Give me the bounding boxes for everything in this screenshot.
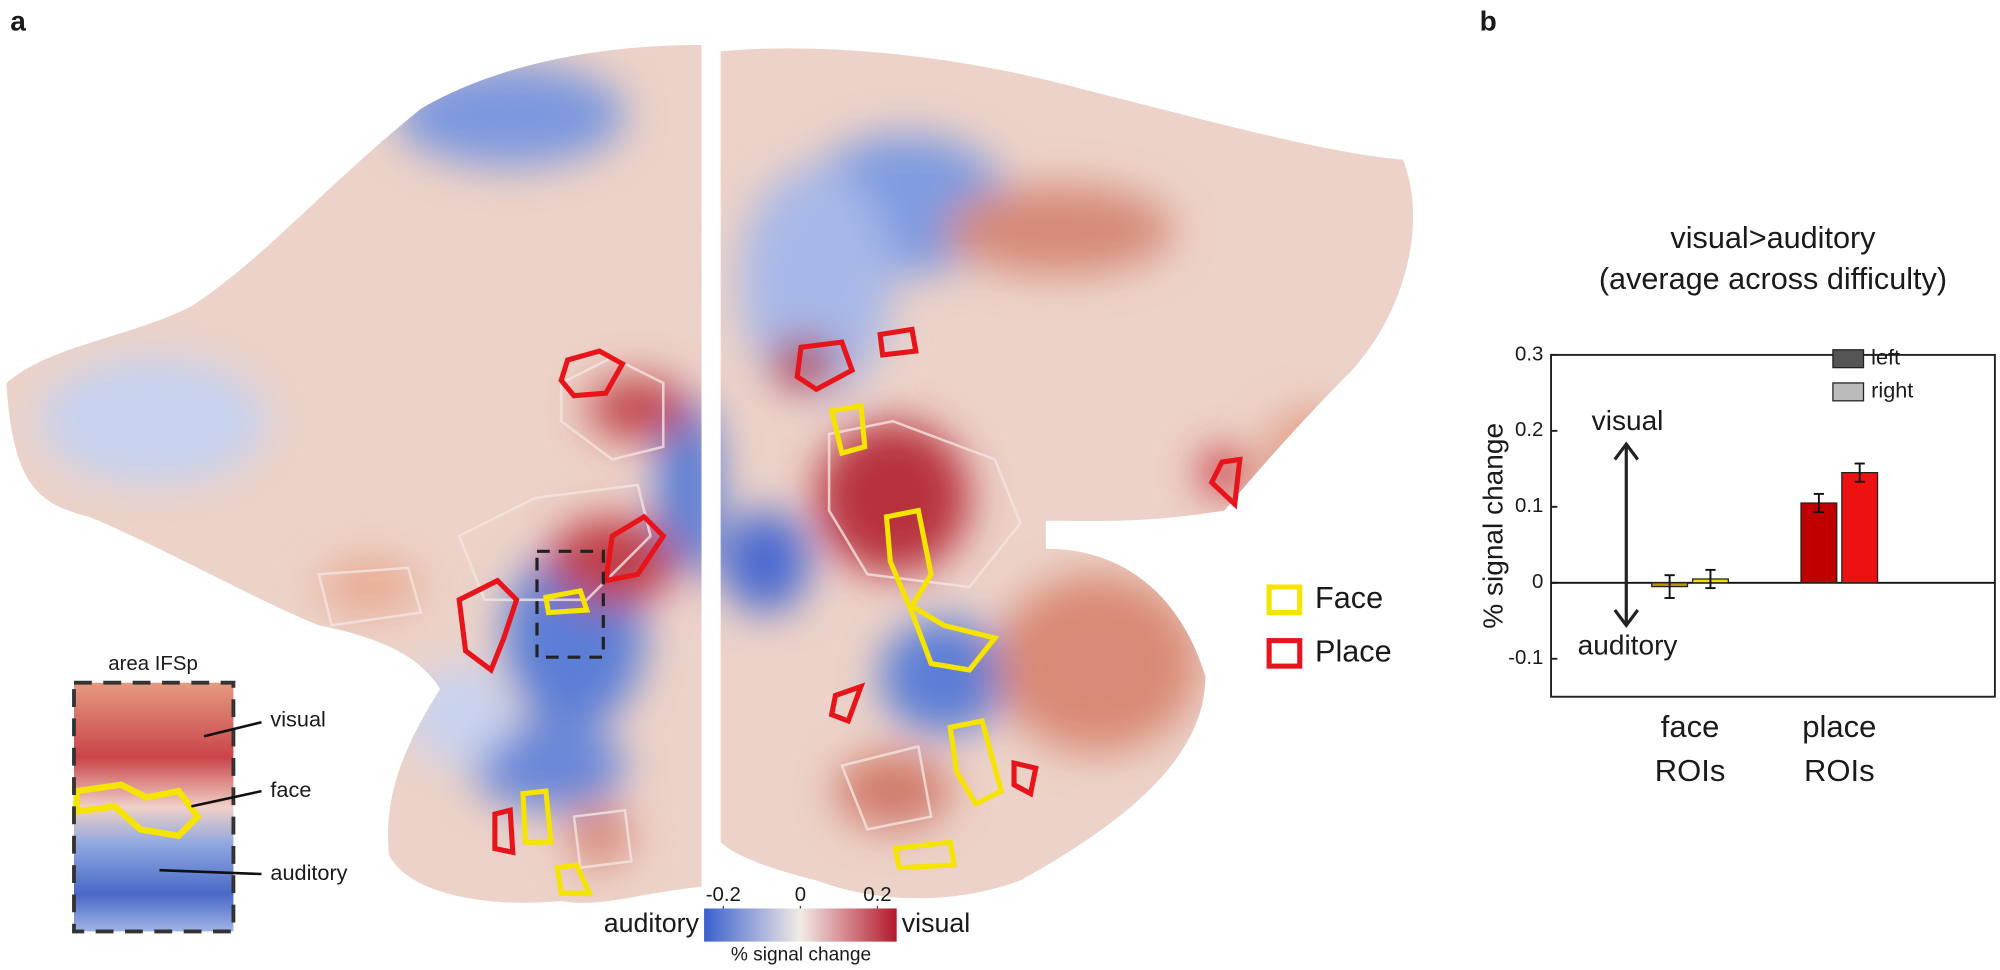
annotation: visual [1592,405,1664,436]
colorbar-end-label: visual [902,908,970,938]
colorbar-end-label: auditory [604,908,700,938]
error-bar [1813,492,1824,514]
chart-subtitle: (average across difficulty) [1599,262,1947,296]
bar-chart: -0.1 0 0.1 0.2 0.3 left right [1508,343,1995,669]
legend-swatch [1832,382,1865,402]
legend-swatch [1266,638,1303,669]
inset-label: auditory [270,860,347,885]
roi-outlines [456,326,1243,896]
bar [1841,472,1879,584]
colorbar-tick-label: 0.2 [863,884,891,906]
colorbar-tick-label: -0.2 [706,884,741,906]
annotation: auditory [1578,629,1678,660]
legend-label: Face [1315,581,1383,615]
direction-arrow [1613,441,1640,628]
legend-swatch [1266,584,1303,616]
legend-label: right [1871,378,1913,403]
inset-marker [535,549,605,659]
colorbar-label: % signal change [731,945,871,966]
inset-roi [73,781,202,840]
inset-label: visual [270,707,325,732]
error-bar [1854,462,1865,483]
error-bar [1664,574,1675,599]
inset-label: face [270,777,311,802]
inset-title: area IFSp [108,653,198,675]
y-tick-label: 0 [1532,571,1543,593]
panel-label: a [10,6,26,37]
error-bar [1705,568,1716,590]
colorbar [704,908,897,942]
y-axis-label: % signal change [1477,423,1508,629]
y-tick-label: 0.1 [1515,495,1543,517]
plot-frame [1550,353,1996,698]
inset-pointers [159,721,262,876]
x-tick-label: place ROIs [1802,709,1877,789]
y-tick-label: -0.1 [1508,647,1543,669]
activation-blobs [38,64,1365,868]
panel-label: b [1480,6,1497,37]
legend-label: left [1871,344,1900,369]
region-outlines [317,356,1022,870]
legend-swatch [1832,349,1865,369]
y-tick-label: 0.2 [1515,419,1543,441]
y-tick-label: 0.3 [1515,343,1543,365]
x-tick-label: face ROIs [1654,709,1726,789]
bar [1800,502,1838,584]
colorbar-tick-label: 0 [795,884,806,906]
inset-frame [72,680,236,934]
legend-label: Place [1315,634,1392,668]
roi-legend: Face Place [1266,581,1392,669]
chart-title: visual>auditory [1670,221,1876,255]
